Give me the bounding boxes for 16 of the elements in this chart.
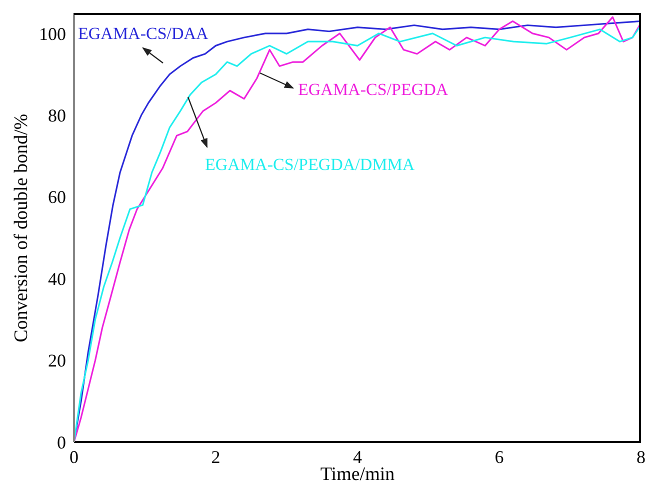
x-axis-title: Time/min	[320, 464, 395, 483]
y-tick-label: 60	[48, 187, 66, 208]
x-tick-label: 4	[353, 446, 362, 467]
y-tick-label: 20	[48, 350, 66, 371]
annotation: EGAMA-CS/PEGDA/DMMA	[205, 155, 416, 174]
annotation: EGAMA-CS/PEGDA	[298, 80, 449, 99]
x-tick-label: 2	[211, 446, 220, 467]
x-tick-label: 8	[636, 446, 646, 467]
x-tick-label: 0	[70, 446, 78, 467]
y-tick-label: 80	[48, 106, 66, 126]
y-tick-label: 0	[57, 432, 66, 452]
x-tick-label: 6	[494, 446, 504, 467]
y-tick-label: 40	[48, 268, 66, 289]
y-tick-label: 100	[39, 24, 66, 44]
annotation: EGAMA-CS/DAA	[78, 24, 210, 43]
y-axis-title: Conversion of double bond/%	[11, 113, 33, 342]
